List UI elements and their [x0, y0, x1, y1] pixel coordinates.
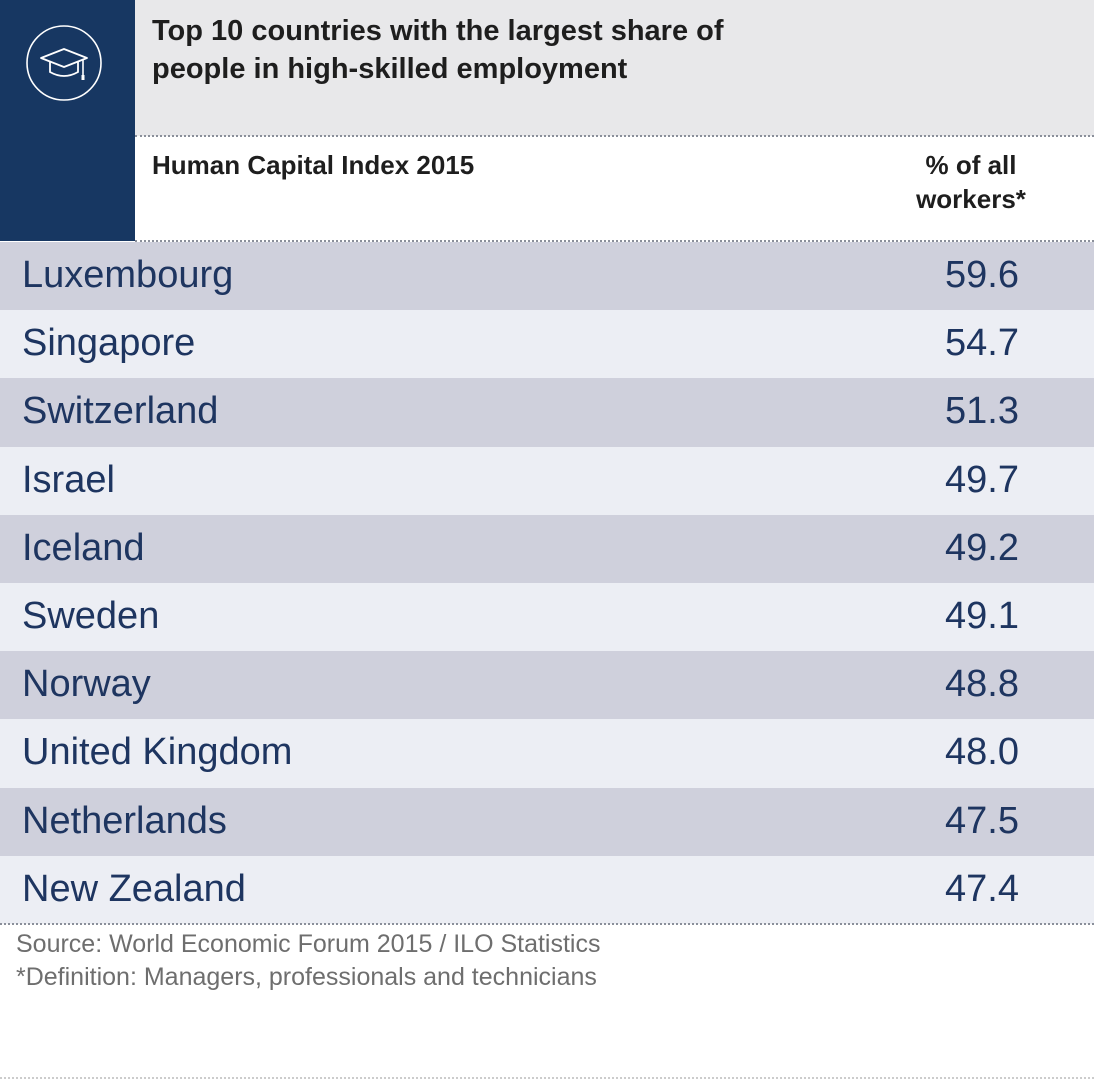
data-table: Luxembourg 59.6 Singapore 54.7 Switzerland 51… [0, 242, 1094, 924]
title-line-2: people in high-skilled employment [152, 53, 628, 85]
unit-line-2: workers* [916, 184, 1026, 214]
share-value: 54.7 [945, 322, 1019, 365]
source-note: Source: World Economic Forum 2015 / ILO … [16, 930, 601, 958]
divider [135, 240, 1094, 242]
table-row: Switzerland 51.3 [0, 378, 1094, 447]
share-value: 47.5 [945, 799, 1019, 842]
country-name: Iceland [22, 526, 145, 569]
table-row: Luxembourg 59.6 [0, 242, 1094, 311]
table-row: Norway 48.8 [0, 651, 1094, 720]
country-name: Sweden [22, 594, 160, 637]
country-name: Switzerland [22, 390, 219, 433]
share-value: 47.4 [945, 867, 1019, 910]
table-row: New Zealand 47.4 [0, 855, 1094, 924]
share-value: 59.6 [945, 254, 1019, 296]
table-row: Sweden 49.1 [0, 582, 1094, 652]
unit-line-1: % of all [925, 150, 1017, 180]
graduation-cap-icon [26, 25, 102, 101]
column-header-value: % of all workers* [906, 148, 1036, 216]
country-name: United Kingdom [22, 731, 293, 774]
brand-sidebar [0, 0, 135, 241]
share-value: 49.7 [945, 458, 1019, 501]
table-row: United Kingdom 48.0 [0, 719, 1094, 788]
table-row: Iceland 49.2 [0, 514, 1094, 583]
share-value: 48.0 [945, 731, 1019, 774]
share-value: 48.8 [945, 663, 1019, 706]
table-row: Netherlands 47.5 [0, 787, 1094, 856]
share-value: 49.2 [945, 526, 1019, 569]
divider [0, 1077, 1094, 1079]
country-name: Singapore [22, 322, 196, 365]
country-name: Luxembourg [22, 254, 234, 296]
divider [135, 135, 1094, 137]
title-panel [135, 0, 1094, 136]
table-row: Singapore 54.7 [0, 310, 1094, 379]
column-header-country: Human Capital Index 2015 [152, 150, 475, 180]
country-name: Israel [22, 458, 115, 501]
share-value: 51.3 [945, 390, 1019, 433]
definition-note: *Definition: Managers, professionals and… [16, 963, 597, 991]
chart-title: Top 10 countries with the largest share … [152, 12, 724, 88]
share-value: 49.1 [945, 594, 1019, 637]
divider [0, 923, 1094, 925]
country-name: Norway [22, 663, 151, 706]
country-name: New Zealand [22, 867, 246, 910]
table-row: Israel 49.7 [0, 446, 1094, 515]
title-line-1: Top 10 countries with the largest share … [152, 15, 724, 47]
country-name: Netherlands [22, 799, 227, 842]
